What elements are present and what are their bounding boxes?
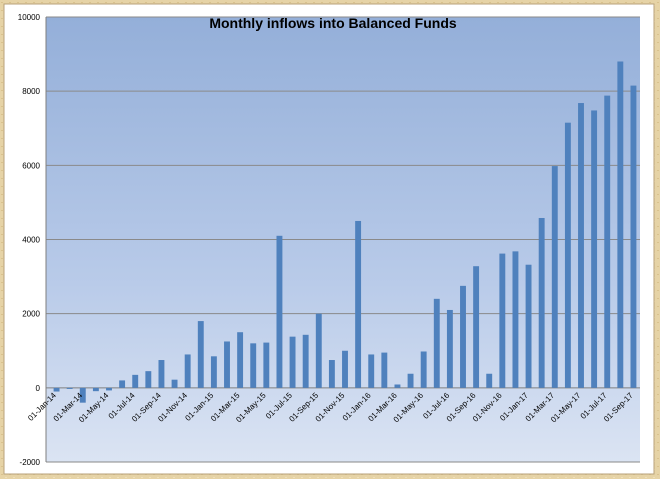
bar: [381, 352, 388, 388]
bar: [171, 379, 178, 388]
bars: [53, 61, 637, 403]
bar: [355, 220, 362, 388]
bar: [79, 387, 86, 403]
bar: [564, 122, 571, 388]
bar: [145, 371, 152, 388]
chart-title: Monthly inflows into Balanced Funds: [209, 15, 457, 31]
bar: [433, 298, 440, 388]
bar: [420, 351, 427, 388]
bar: [263, 342, 270, 388]
bar: [486, 373, 493, 388]
y-tick-label: 0: [36, 384, 41, 393]
bar: [460, 285, 466, 388]
y-tick-label: 8000: [22, 87, 40, 96]
bar: [328, 360, 335, 388]
bar: [106, 387, 112, 391]
bar: [210, 356, 217, 388]
bar: [617, 61, 624, 388]
bar: [53, 387, 60, 392]
bar: [473, 266, 480, 388]
bar: [512, 251, 519, 388]
bar: [289, 336, 296, 388]
bar: [368, 354, 375, 388]
bar: [224, 341, 230, 388]
bar: [394, 384, 401, 388]
bar: [302, 334, 309, 388]
bar: [342, 350, 348, 388]
bar: [158, 360, 165, 388]
y-tick-label: 2000: [22, 310, 40, 319]
bar: [538, 217, 545, 388]
bar: [315, 313, 322, 388]
bar: [604, 95, 611, 388]
bar: [237, 332, 244, 388]
y-tick-label: 10000: [18, 13, 41, 22]
bar: [591, 110, 598, 388]
y-tick-label: 4000: [22, 236, 40, 245]
bar: [499, 253, 506, 388]
bar: [119, 380, 126, 388]
bar: [578, 103, 584, 388]
bar: [66, 387, 73, 389]
bar: [630, 85, 637, 388]
y-tick-label: 6000: [22, 161, 40, 170]
bar: [551, 166, 558, 388]
y-tick-label: -2000: [20, 458, 41, 467]
bar: [525, 264, 532, 388]
bar: [197, 321, 204, 388]
bar: [276, 235, 283, 388]
bar: [250, 343, 257, 388]
bar: [92, 387, 99, 392]
bar: [184, 354, 191, 388]
bar: [446, 309, 453, 388]
bar: [407, 373, 414, 388]
y-axis: -2000 0 2000 4000 6000 8000 10000: [18, 13, 47, 467]
bar: [132, 374, 139, 388]
